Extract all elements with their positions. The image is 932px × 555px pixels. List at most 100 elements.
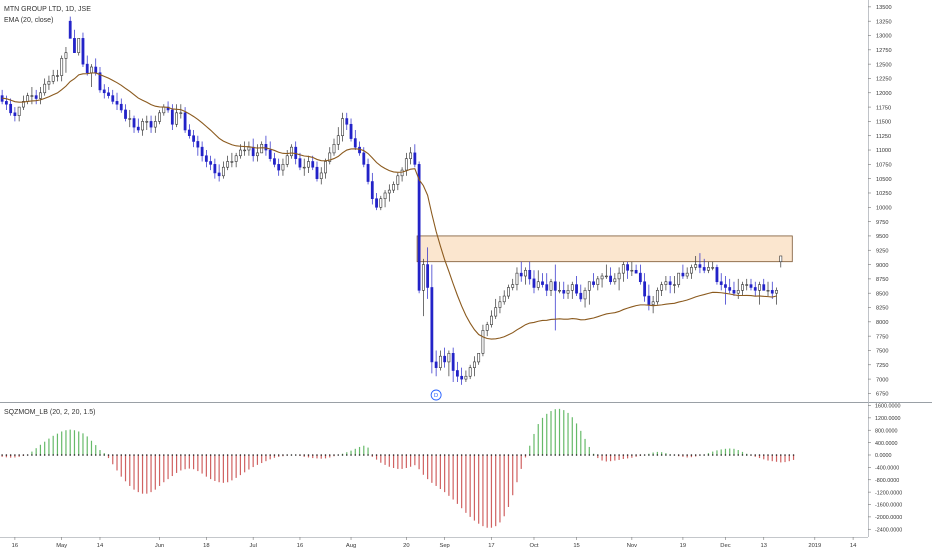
price-tick-label-25: 13000 (876, 34, 892, 40)
indicator-legend: SQZMOM_LB (20, 2, 20, 1.5) (4, 407, 95, 418)
candle-171 (728, 278, 732, 294)
squeeze-dot-136 (579, 454, 582, 456)
squeeze-dot-140 (597, 454, 599, 456)
candle-body-164 (698, 264, 702, 268)
candle-36 (153, 115, 157, 133)
candle-178 (758, 281, 761, 305)
squeeze-dot-18 (77, 454, 80, 456)
squeeze-dot-142 (605, 454, 608, 456)
candle-8 (34, 89, 38, 105)
squeeze-dot-13 (56, 454, 59, 456)
time-tick-label-9: Sep (439, 543, 449, 549)
candle-body-86 (366, 164, 370, 182)
candle-body-95 (404, 158, 408, 171)
candle-47 (200, 141, 204, 162)
candle-162 (690, 264, 693, 279)
squeeze-dot-119 (507, 454, 510, 456)
squeeze-dot-68 (290, 454, 293, 456)
candle-body-103 (438, 355, 442, 368)
squeeze-dot-48 (205, 454, 208, 456)
candle-147 (626, 261, 629, 279)
squeeze-dot-26 (111, 454, 114, 456)
squeeze-dot-56 (239, 454, 242, 456)
candle-93 (396, 172, 400, 191)
dividend-marker[interactable]: D (430, 389, 442, 401)
candle-body-138 (587, 281, 591, 291)
squeeze-dot-166 (707, 454, 710, 456)
squeeze-dot-115 (490, 454, 493, 456)
candle-76 (324, 158, 327, 179)
squeeze-dot-100 (426, 454, 429, 456)
candle-body-53 (226, 161, 230, 168)
squeeze-dot-184 (784, 454, 786, 456)
squeeze-dot-62 (265, 454, 267, 456)
candle-body-31 (132, 118, 136, 128)
candle-170 (724, 276, 727, 305)
candle-27 (115, 92, 119, 110)
candle-body-40 (170, 109, 174, 125)
price-tick-label-5: 8000 (876, 320, 888, 326)
candle-41 (175, 104, 178, 128)
candle-body-146 (621, 264, 625, 274)
candle-61 (260, 141, 264, 154)
candle-body-180 (766, 290, 770, 292)
candle-158 (673, 276, 676, 294)
candle-83 (353, 129, 357, 151)
momentum-tick-label-4: -800.0000 (875, 478, 899, 484)
squeeze-dot-153 (652, 454, 654, 456)
candle-body-14 (60, 58, 64, 76)
candle-151 (643, 273, 647, 302)
candle-body-160 (681, 272, 685, 277)
candle-body-48 (204, 155, 208, 162)
candle-body-50 (213, 164, 217, 174)
candle-145 (617, 267, 621, 291)
price-tick-label-6: 8250 (876, 306, 888, 312)
time-tick-label-5: Jul (249, 543, 256, 549)
price-tick-label-9: 9000 (876, 263, 888, 269)
candle-body-173 (736, 290, 740, 294)
squeeze-dot-77 (328, 454, 331, 456)
squeeze-dot-165 (703, 454, 705, 456)
event-marker-layer[interactable]: D (430, 389, 442, 401)
time-tick-label-7: Aug (346, 543, 356, 549)
candle-2 (9, 98, 13, 116)
candle-body-178 (758, 284, 761, 291)
candle-46 (196, 135, 200, 156)
candle-body-45 (192, 135, 195, 142)
candle-body-15 (64, 52, 68, 59)
candle-body-24 (102, 89, 106, 94)
squeeze-dot-173 (737, 454, 740, 456)
candle-body-78 (332, 144, 336, 154)
candle-body-7 (30, 95, 34, 97)
squeeze-dot-179 (762, 454, 765, 456)
squeeze-dot-36 (154, 454, 157, 456)
squeeze-dot-71 (303, 454, 306, 456)
candle-body-170 (724, 284, 727, 288)
candle-body-100 (426, 264, 430, 288)
price-tick-label-2: 7250 (876, 363, 888, 369)
candle-body-123 (524, 269, 527, 277)
squeeze-momentum-histogram (1, 408, 795, 528)
price-tick-label-8: 8750 (876, 277, 888, 283)
price-tick-label-3: 7500 (876, 349, 888, 355)
candle-body-168 (715, 267, 719, 283)
squeeze-dot-39 (167, 454, 169, 456)
candle-body-114 (485, 324, 489, 331)
price-tick-label-24: 12750 (876, 48, 892, 54)
candle-44 (187, 124, 191, 139)
candle-150 (638, 264, 642, 285)
candle-body-161 (685, 272, 689, 277)
squeeze-dot-70 (299, 454, 301, 456)
symbol-title: MTN GROUP LTD, 1D, JSE (4, 6, 91, 13)
squeeze-dot-24 (103, 454, 106, 456)
time-tick-label-12: 15 (573, 543, 579, 549)
squeeze-dot-11 (48, 454, 50, 456)
candle-body-64 (273, 158, 276, 165)
candle-body-102 (434, 361, 438, 368)
candle-179 (762, 278, 766, 291)
candle-123 (524, 267, 527, 285)
candle-141 (600, 273, 604, 288)
